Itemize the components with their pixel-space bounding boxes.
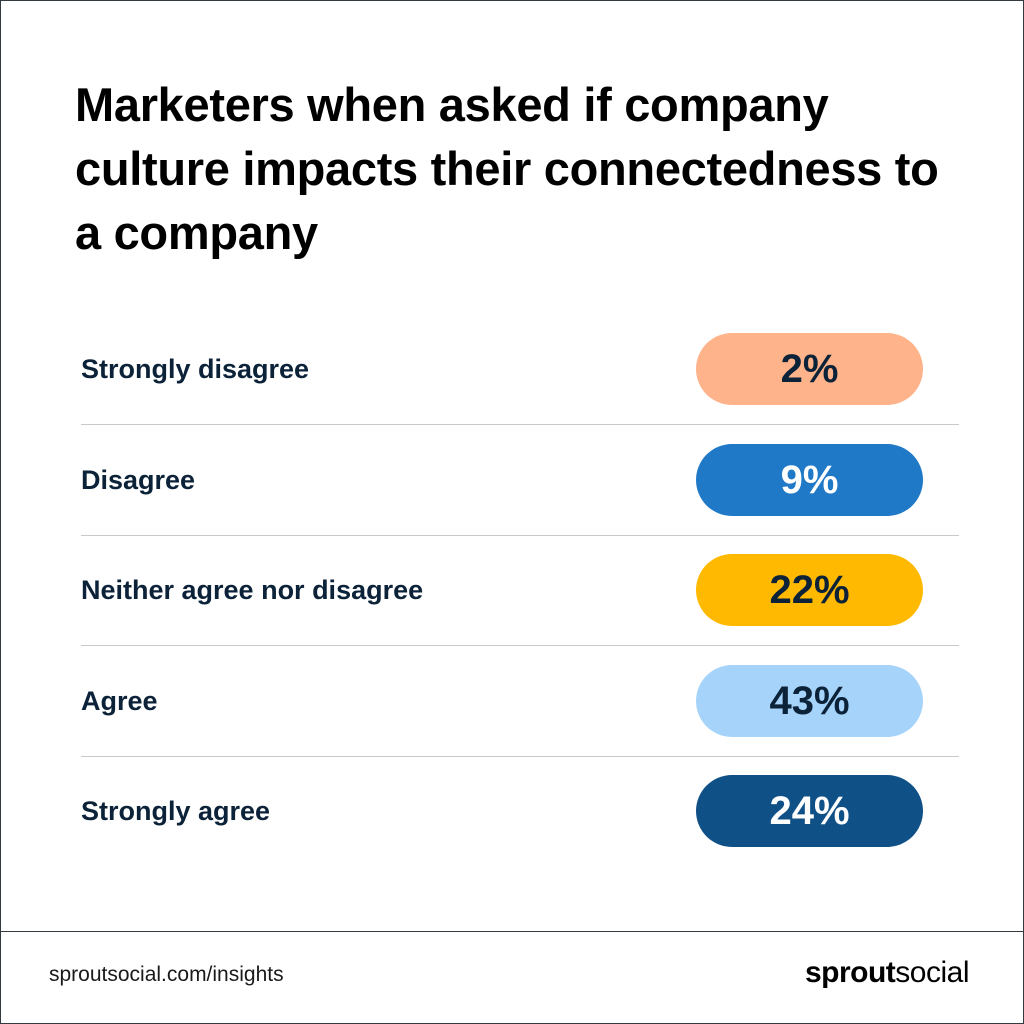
value-pill: 9% <box>696 444 923 516</box>
logo-light-text: social <box>895 956 969 989</box>
row-label: Agree <box>81 686 158 716</box>
sprout-social-logo: sproutsocial <box>804 956 970 990</box>
footer-url: sproutsocial.com/insights <box>49 963 284 986</box>
row-label: Neither agree nor disagree <box>81 575 424 605</box>
row-label: Disagree <box>81 465 196 495</box>
value-pill: 43% <box>696 665 923 737</box>
row-divider <box>81 535 959 536</box>
logo-bold-text: sprout <box>804 956 896 989</box>
row-divider <box>81 645 959 646</box>
chart-title: Marketers when asked if company culture … <box>75 78 939 259</box>
footer-divider <box>1 931 1023 932</box>
row-divider <box>81 424 959 425</box>
value-pill: 22% <box>696 554 923 626</box>
row-divider <box>81 756 959 757</box>
value-pill: 24% <box>696 775 923 847</box>
row-label: Strongly disagree <box>81 354 310 384</box>
row-label: Strongly agree <box>81 796 271 826</box>
response-table: Strongly disagree 2% Disagree 9% Neither agr… <box>1 1 1023 901</box>
value-pill: 2% <box>696 333 923 405</box>
